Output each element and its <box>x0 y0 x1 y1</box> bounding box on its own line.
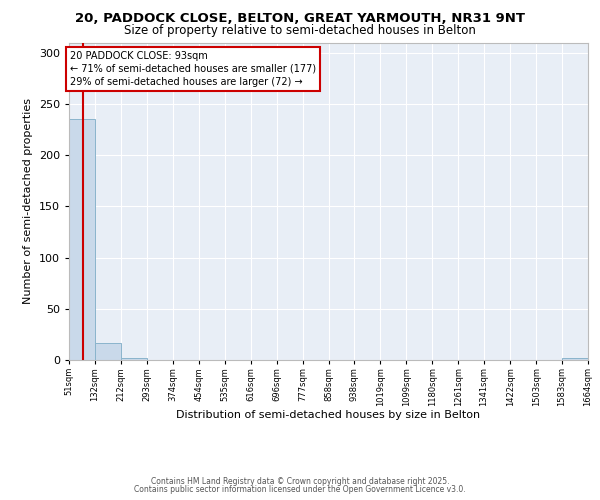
Bar <box>121 358 147 360</box>
Bar <box>562 358 588 360</box>
Text: 20 PADDOCK CLOSE: 93sqm
← 71% of semi-detached houses are smaller (177)
29% of s: 20 PADDOCK CLOSE: 93sqm ← 71% of semi-de… <box>70 50 316 87</box>
Text: Contains HM Land Registry data © Crown copyright and database right 2025.: Contains HM Land Registry data © Crown c… <box>151 477 449 486</box>
Bar <box>95 342 121 360</box>
X-axis label: Distribution of semi-detached houses by size in Belton: Distribution of semi-detached houses by … <box>176 410 481 420</box>
Text: Size of property relative to semi-detached houses in Belton: Size of property relative to semi-detach… <box>124 24 476 37</box>
Bar <box>69 120 95 360</box>
Text: Contains public sector information licensed under the Open Government Licence v3: Contains public sector information licen… <box>134 485 466 494</box>
Text: 20, PADDOCK CLOSE, BELTON, GREAT YARMOUTH, NR31 9NT: 20, PADDOCK CLOSE, BELTON, GREAT YARMOUT… <box>75 12 525 26</box>
Y-axis label: Number of semi-detached properties: Number of semi-detached properties <box>23 98 33 304</box>
